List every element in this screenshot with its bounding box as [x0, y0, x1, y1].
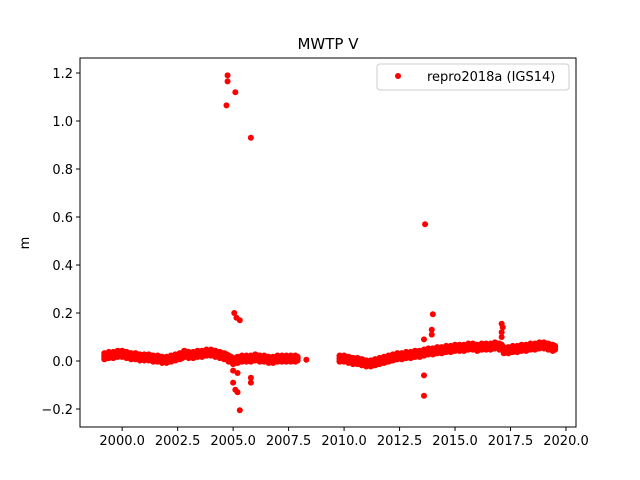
data-point [234, 389, 241, 396]
data-point [247, 374, 254, 381]
data-point [236, 407, 243, 414]
data-point [231, 310, 238, 316]
data-point [223, 102, 230, 109]
data-point [428, 326, 435, 333]
data-point [498, 329, 505, 336]
axis-ticks: 2000.0 2002.5 2005.0 2007.5 2010.0 2012.5 2015… [41, 67, 588, 449]
plot-frame [79, 57, 577, 428]
y-tick-label: 0.4 [52, 259, 73, 274]
data-point [429, 311, 436, 318]
legend-box [376, 63, 570, 91]
data-point [236, 317, 243, 324]
y-tick-label: 0.2 [52, 307, 73, 322]
data-point [247, 379, 254, 386]
data-point [420, 372, 427, 379]
data-point [551, 342, 559, 350]
data-point [294, 353, 301, 361]
data-point [232, 89, 239, 96]
x-tick-label: 2010.0 [321, 434, 367, 449]
x-tick-label: 2005.0 [210, 434, 256, 449]
y-tick-label: 0.8 [52, 163, 73, 178]
y-tick-label: 0.6 [52, 211, 73, 226]
x-tick-label: 2015.0 [432, 434, 478, 449]
data-point [224, 78, 231, 85]
data-point [224, 72, 231, 79]
legend-label: repro2018a (IGS14) [427, 70, 555, 85]
data-point [498, 334, 505, 340]
y-tick-label: 0.0 [52, 355, 73, 370]
x-tick-label: 2012.5 [377, 434, 423, 449]
x-tick-label: 2017.5 [488, 434, 534, 449]
x-tick-label: 2000.0 [99, 434, 145, 449]
data-point [230, 367, 237, 374]
y-axis-label: m [18, 237, 33, 250]
data-point [420, 392, 427, 399]
data-point [234, 370, 241, 376]
y-tick-label: 1.2 [52, 67, 73, 82]
data-point [247, 134, 254, 141]
y-tick-label: 1.0 [52, 115, 73, 130]
y-tick-label: −0.2 [41, 403, 73, 418]
data-point [303, 356, 310, 363]
data-points [101, 72, 559, 414]
data-point [230, 379, 237, 386]
x-tick-label: 2007.5 [266, 434, 312, 449]
data-point [420, 336, 427, 343]
legend: repro2018a (IGS14) [376, 63, 570, 91]
x-tick-label: 2020.0 [543, 434, 589, 449]
chart-title: MWTP V [297, 35, 359, 53]
x-tick-label: 2002.5 [155, 434, 201, 449]
data-point [422, 221, 429, 228]
data-point [428, 331, 435, 338]
data-point [499, 324, 506, 331]
legend-marker [395, 73, 401, 79]
